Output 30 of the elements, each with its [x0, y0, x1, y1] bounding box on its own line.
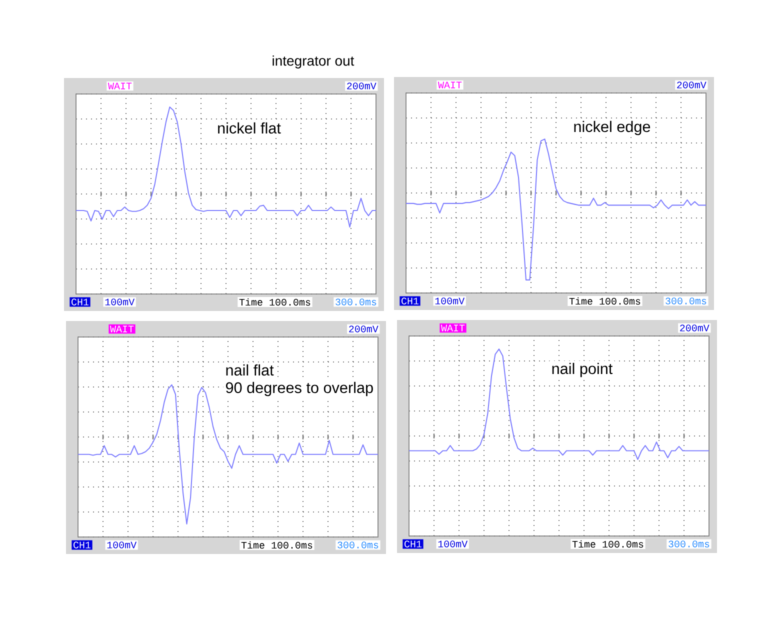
text: 100mV — [438, 540, 468, 548]
text: 300.0ms — [668, 540, 710, 548]
text: integrator out — [272, 55, 354, 69]
text: 300.0ms — [666, 298, 706, 304]
chart-subtitle: 90 degrees to overlap — [226, 382, 373, 396]
text: 300.0ms — [338, 542, 378, 548]
text: Time 100.0ms — [239, 298, 310, 306]
text: nickel flat — [218, 122, 281, 134]
text: 300.0ms — [336, 298, 376, 306]
text: Time 100.0ms — [572, 540, 644, 548]
text: CH1 — [74, 542, 91, 548]
text: 100mV — [105, 298, 135, 306]
text: 200mV — [349, 326, 378, 332]
text: 200mV — [677, 82, 706, 88]
text: CH1 — [402, 298, 419, 304]
chart-title: nail flat — [226, 364, 274, 376]
text: WAIT — [441, 324, 465, 332]
text: 100mV — [107, 542, 137, 548]
text: Time 100.0ms — [241, 541, 312, 549]
text: 100mV — [435, 298, 465, 304]
chart-title: nickel edge — [574, 120, 650, 136]
text: WAIT — [108, 82, 132, 90]
text: CH1 — [404, 540, 422, 548]
text: 200mV — [680, 324, 710, 332]
text: WAIT — [438, 82, 462, 88]
text: Time 100.0ms — [569, 297, 640, 305]
text: CH1 — [72, 298, 89, 306]
text: nail point — [552, 362, 613, 378]
text: WAIT — [110, 326, 134, 332]
text: 200mV — [347, 82, 376, 90]
